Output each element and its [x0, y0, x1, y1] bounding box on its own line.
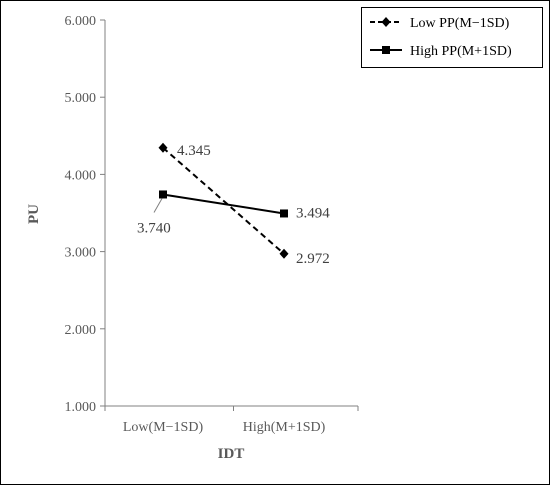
y-axis: 1.000 2.000 3.000 4.000 5.000 6.000 — [65, 14, 106, 415]
legend-marker — [381, 17, 391, 27]
y-tick-label: 2.000 — [65, 323, 97, 338]
series-2 — [159, 190, 288, 218]
y-tick-label: 5.000 — [65, 91, 97, 106]
data-label-leader — [153, 198, 163, 213]
y-axis-title: PU — [26, 204, 42, 224]
y-tick-label: 1.000 — [65, 400, 97, 415]
x-axis: Low(M−1SD) High(M+1SD) — [104, 405, 359, 435]
series-line — [162, 193, 285, 215]
y-tick-label: 3.000 — [65, 246, 97, 261]
series-1 — [158, 142, 289, 259]
data-point — [279, 248, 289, 259]
y-tick-label: 4.000 — [65, 168, 97, 183]
series-line — [162, 147, 285, 255]
x-tick-label: Low(M−1SD) — [123, 420, 204, 435]
data-label: 3.740 — [137, 220, 171, 236]
legend-item: High PP(M+1SD) — [370, 44, 512, 59]
series-area — [158, 142, 289, 259]
data-label: 3.494 — [296, 205, 330, 221]
legend-marker — [382, 46, 390, 54]
data-point — [158, 142, 168, 153]
legend-box — [361, 7, 543, 68]
legend: Low PP(M−1SD) High PP(M+1SD) — [361, 7, 543, 68]
data-point — [280, 209, 288, 218]
data-point — [159, 190, 167, 199]
data-labels: 4.345 2.972 3.740 3.494 — [137, 143, 330, 267]
data-label: 4.345 — [177, 143, 211, 159]
legend-label: Low PP(M−1SD) — [410, 16, 510, 31]
x-tick-label: High(M+1SD) — [243, 420, 326, 435]
data-label: 2.972 — [296, 251, 330, 267]
legend-item: Low PP(M−1SD) — [370, 16, 510, 31]
x-axis-title: IDT — [218, 446, 245, 462]
y-tick-label: 6.000 — [65, 14, 97, 29]
legend-label: High PP(M+1SD) — [410, 44, 512, 59]
